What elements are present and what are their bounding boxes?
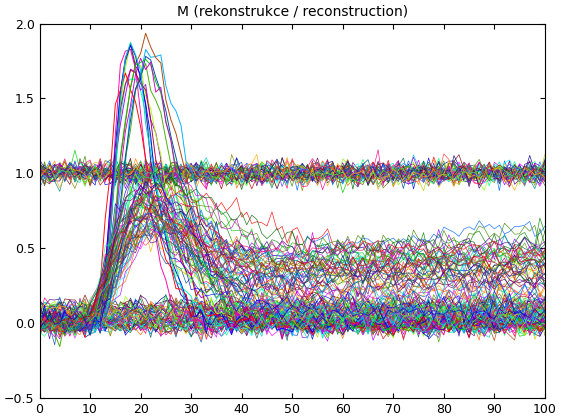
Title: M (rekonstrukce / reconstruction): M (rekonstrukce / reconstruction)	[177, 4, 408, 18]
